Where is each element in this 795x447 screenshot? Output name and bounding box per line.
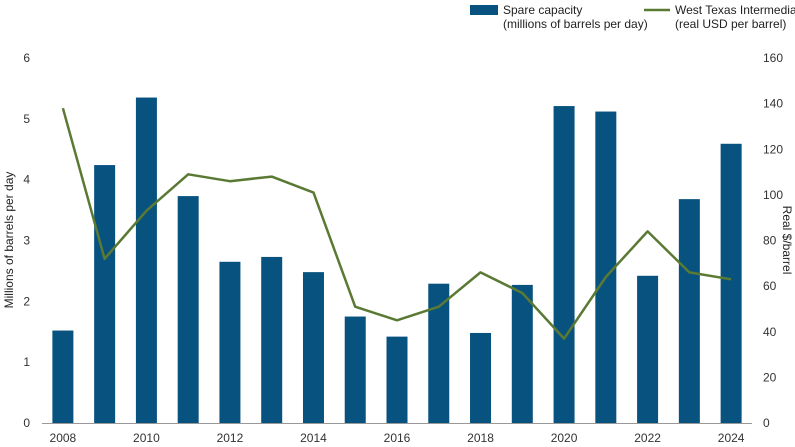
y-right-tick-label: 160 [763, 51, 783, 65]
x-tick-label: 2008 [50, 431, 77, 445]
y-left-tick-label: 2 [23, 294, 30, 308]
y-right-tick-label: 80 [763, 234, 777, 248]
bar-2020 [553, 106, 575, 423]
y-left-tick-label: 6 [23, 51, 30, 65]
bar-2012 [219, 261, 241, 423]
y-left-tick-label: 0 [23, 416, 30, 430]
bar-2011 [177, 196, 199, 423]
y-right-axis-label: Real $/barrel [780, 206, 794, 275]
y-right-ticks: 0 20 40 60 80 100 120 140 160 [763, 51, 783, 430]
bar-2017 [428, 283, 450, 423]
x-tick-label: 2018 [467, 431, 494, 445]
y-left-ticks: 0 1 2 3 4 5 6 [23, 51, 30, 430]
legend-label-wti-line1: West Texas Intermediate [675, 3, 795, 17]
y-left-axis-label: Millions of barrels per day [2, 172, 16, 309]
bar-2023 [678, 199, 700, 423]
y-right-tick-label: 140 [763, 97, 783, 111]
bar-2018 [470, 332, 492, 423]
bar-2021 [595, 111, 617, 424]
x-ticks: 2008 2010 2012 2014 2016 2018 2020 2022 2024 [50, 431, 745, 445]
bar-2022 [637, 275, 659, 423]
bar-2016 [386, 336, 408, 423]
bar-2013 [261, 256, 283, 423]
y-right-tick-label: 100 [763, 188, 783, 202]
bar-2019 [511, 284, 533, 423]
bar-2014 [302, 272, 324, 423]
legend-label-spare-capacity-line2: (millions of barrels per day) [503, 17, 648, 31]
legend-label-wti-line2: (real USD per barrel) [675, 17, 786, 31]
bar-2010 [135, 97, 157, 424]
y-left-tick-label: 5 [23, 112, 30, 126]
legend: Spare capacity (millions of barrels per … [470, 3, 795, 31]
bar-2015 [344, 316, 366, 423]
x-tick-label: 2014 [300, 431, 327, 445]
y-right-tick-label: 40 [763, 325, 777, 339]
y-left-tick-label: 3 [23, 234, 30, 248]
legend-label-spare-capacity-line1: Spare capacity [503, 3, 582, 17]
y-right-tick-label: 20 [763, 370, 777, 384]
wti-line [61, 107, 732, 340]
legend-swatch-spare-capacity [470, 5, 498, 15]
x-tick-label: 2016 [384, 431, 411, 445]
y-right-tick-label: 60 [763, 279, 777, 293]
y-left-tick-label: 4 [23, 173, 30, 187]
y-right-tick-label: 120 [763, 142, 783, 156]
x-tick-label: 2022 [634, 431, 661, 445]
x-tick-label: 2024 [718, 431, 745, 445]
x-tick-label: 2012 [217, 431, 244, 445]
y-left-tick-label: 1 [23, 355, 30, 369]
bar-2024 [720, 143, 742, 423]
bar-series [52, 97, 742, 424]
bar-2009 [94, 165, 116, 424]
y-right-tick-label: 0 [763, 416, 770, 430]
x-tick-label: 2010 [133, 431, 160, 445]
bar-2008 [52, 330, 74, 423]
x-tick-label: 2020 [551, 431, 578, 445]
